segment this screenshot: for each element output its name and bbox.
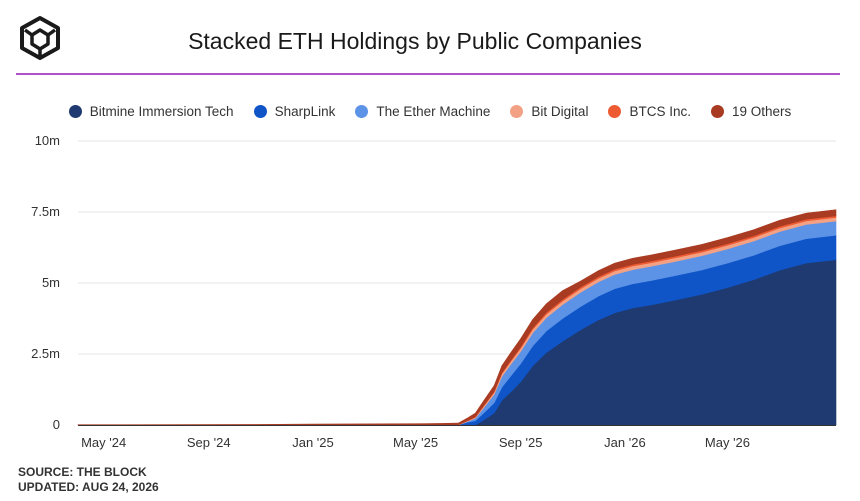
x-tick-label: Sep '25 — [499, 435, 543, 450]
legend-item: Bitmine Immersion Tech — [68, 103, 234, 119]
y-tick-label: 7.5m — [31, 204, 60, 219]
x-tick-label: May '25 — [393, 435, 438, 450]
updated-note: UPDATED: AUG 24, 2026 — [18, 480, 159, 494]
legend-swatch — [253, 104, 267, 118]
stacked-area-chart: 0 2.5m 5m 7.5m 10m May '24 Sep '24 Jan '25 May '… — [31, 133, 837, 450]
x-tick-label: Jan '26 — [604, 435, 646, 450]
header-divider — [16, 73, 840, 75]
legend-item: Bit Digital — [510, 104, 588, 119]
legend-swatch — [608, 104, 622, 118]
source-note: SOURCE: THE BLOCK — [18, 465, 147, 479]
legend-swatch — [710, 104, 724, 118]
legend-item: The Ether Machine — [355, 104, 490, 119]
legend-swatch — [355, 104, 369, 118]
chart-footer: SOURCE: THE BLOCK UPDATED: AUG 24, 2026 — [18, 465, 159, 495]
y-tick-label: 5m — [42, 275, 60, 290]
the-block-logo-icon — [20, 16, 60, 60]
x-tick-label: May '26 — [705, 435, 750, 450]
x-tick-label: Sep '24 — [187, 435, 231, 450]
legend-label: The Ether Machine — [376, 103, 491, 119]
legend-swatch — [68, 104, 82, 118]
legend-swatch — [510, 104, 524, 118]
legend-label: SharpLink — [274, 103, 336, 119]
legend-item: SharpLink — [253, 103, 336, 119]
y-tick-label: 0 — [53, 417, 60, 432]
x-tick-label: Jan '25 — [292, 435, 334, 450]
x-tick-label: May '24 — [81, 435, 126, 450]
legend-item: BTCS Inc. — [608, 104, 691, 119]
y-tick-label: 2.5m — [31, 346, 60, 361]
series-area — [77, 209, 837, 426]
legend-label: Bit Digital — [531, 103, 589, 119]
chart-legend: Bitmine Immersion Tech SharpLink The Ether… — [0, 100, 860, 122]
chart-title: Stacked ETH Holdings by Public Companies — [188, 28, 642, 54]
legend-label: BTCS Inc. — [629, 103, 691, 119]
legend-label: Bitmine Immersion Tech — [89, 103, 234, 119]
chart-header: Stacked ETH Holdings by Public Companies — [0, 0, 860, 76]
legend-label: 19 Others — [731, 103, 792, 119]
legend-item: 19 Others — [710, 103, 792, 119]
y-tick-label: 10m — [35, 133, 60, 148]
